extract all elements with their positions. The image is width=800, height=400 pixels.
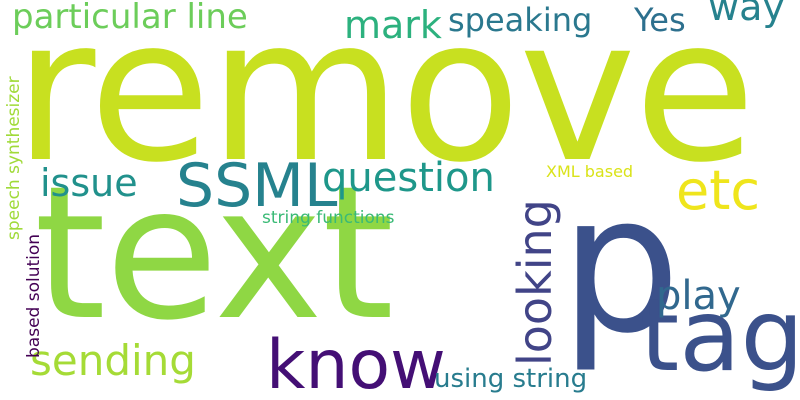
word-p: p: [560, 154, 681, 375]
word-based-solution: based solution: [24, 233, 44, 358]
word-remove: remove: [14, 0, 756, 206]
word-tag: tag: [640, 277, 800, 394]
word-issue: issue: [40, 161, 138, 205]
word-way: way: [708, 0, 785, 29]
word-sending: sending: [30, 336, 196, 385]
word-ssml: SSML: [176, 151, 338, 221]
word-looking: looking: [508, 199, 562, 366]
word-yes: Yes: [634, 1, 686, 39]
word-using-string: using string: [434, 364, 588, 394]
word-etc: etc: [676, 159, 761, 222]
word-text: text: [34, 147, 394, 361]
word-question: question: [322, 155, 495, 201]
word-string-functions: string functions: [262, 208, 395, 228]
word-play: play: [656, 273, 741, 319]
word-mark: mark: [344, 3, 442, 47]
word-xml-based: XML based: [546, 162, 634, 181]
word-particular-line: particular line: [12, 0, 248, 37]
word-know: know: [266, 326, 446, 400]
word-speech-synthesizer: speech synthesizer: [4, 76, 24, 240]
word-speaking: speaking: [448, 1, 593, 39]
